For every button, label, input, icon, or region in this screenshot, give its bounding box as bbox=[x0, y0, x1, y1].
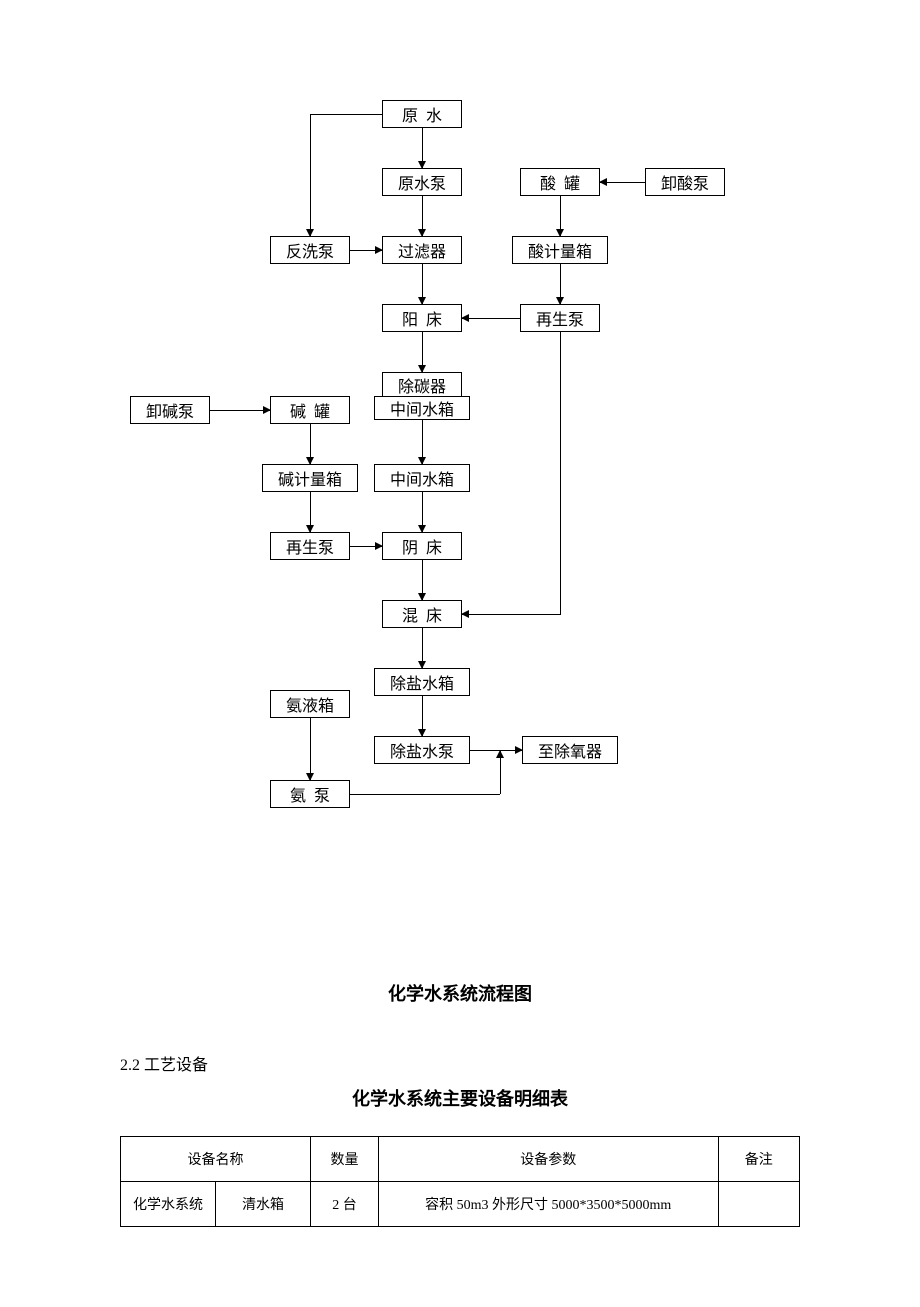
edge bbox=[470, 750, 522, 751]
node-ammonia-tank: 氨液箱 bbox=[270, 690, 350, 718]
node-anion: 阴 床 bbox=[382, 532, 462, 560]
node-desalt-pump: 除盐水泵 bbox=[374, 736, 470, 764]
node-alkali-unload: 卸碱泵 bbox=[130, 396, 210, 424]
edge bbox=[422, 196, 423, 236]
col-params: 设备参数 bbox=[378, 1137, 718, 1182]
node-raw-pump: 原水泵 bbox=[382, 168, 462, 196]
edge bbox=[350, 250, 382, 251]
edge bbox=[310, 114, 311, 236]
node-acid-tank: 酸 罐 bbox=[520, 168, 600, 196]
node-acid-unload: 卸酸泵 bbox=[645, 168, 725, 196]
edge bbox=[422, 332, 423, 372]
cell-qty: 2 台 bbox=[311, 1182, 379, 1227]
node-mid-tank1: 中间水箱 bbox=[374, 396, 470, 420]
col-qty: 数量 bbox=[311, 1137, 379, 1182]
edge bbox=[500, 751, 501, 794]
node-cation: 阳 床 bbox=[382, 304, 462, 332]
node-decarb: 除碳器 bbox=[382, 372, 462, 396]
node-raw-water: 原 水 bbox=[382, 100, 462, 128]
edge bbox=[422, 420, 423, 464]
table-title: 化学水系统主要设备明细表 bbox=[120, 1085, 800, 1111]
table-header-row: 设备名称 数量 设备参数 备注 bbox=[121, 1137, 800, 1182]
node-deaerator: 至除氧器 bbox=[522, 736, 618, 764]
edge bbox=[350, 794, 500, 795]
edge bbox=[422, 560, 423, 600]
cell-note bbox=[718, 1182, 800, 1227]
col-note: 备注 bbox=[718, 1137, 800, 1182]
node-mixed: 混 床 bbox=[382, 600, 462, 628]
node-regen1: 再生泵 bbox=[520, 304, 600, 332]
edge bbox=[210, 410, 270, 411]
node-filter: 过滤器 bbox=[382, 236, 462, 264]
node-mid-tank2: 中间水箱 bbox=[374, 464, 470, 492]
edge bbox=[350, 546, 382, 547]
table-row: 化学水系统 清水箱 2 台 容积 50m3 外形尺寸 5000*3500*500… bbox=[121, 1182, 800, 1227]
edge bbox=[600, 182, 645, 183]
edge bbox=[560, 264, 561, 304]
node-alkali-meter: 碱计量箱 bbox=[262, 464, 358, 492]
flowchart-caption: 化学水系统流程图 bbox=[120, 980, 800, 1006]
cell-params: 容积 50m3 外形尺寸 5000*3500*5000mm bbox=[378, 1182, 718, 1227]
edge bbox=[422, 264, 423, 304]
equipment-table: 设备名称 数量 设备参数 备注 化学水系统 清水箱 2 台 容积 50m3 外形… bbox=[120, 1136, 800, 1227]
cell-sub: 清水箱 bbox=[216, 1182, 311, 1227]
node-regen2: 再生泵 bbox=[270, 532, 350, 560]
edge bbox=[462, 318, 520, 319]
node-alkali-tank: 碱 罐 bbox=[270, 396, 350, 424]
node-desalt-tank: 除盐水箱 bbox=[374, 668, 470, 696]
section-heading: 2.2 工艺设备 bbox=[120, 1051, 800, 1075]
edge bbox=[462, 614, 561, 615]
edge bbox=[422, 628, 423, 668]
edge bbox=[310, 492, 311, 532]
edge bbox=[422, 128, 423, 168]
edge bbox=[310, 718, 311, 780]
node-acid-meter: 酸计量箱 bbox=[512, 236, 608, 264]
node-ammonia-pump: 氨 泵 bbox=[270, 780, 350, 808]
edge bbox=[422, 492, 423, 532]
edge bbox=[422, 696, 423, 736]
col-name: 设备名称 bbox=[121, 1137, 311, 1182]
cell-group: 化学水系统 bbox=[121, 1182, 216, 1227]
edge bbox=[310, 114, 382, 115]
edge bbox=[310, 424, 311, 464]
flowchart: 原 水 原水泵 酸 罐 卸酸泵 反洗泵 过滤器 酸计量箱 阳 床 再生泵 除碳器… bbox=[120, 100, 800, 940]
node-backwash: 反洗泵 bbox=[270, 236, 350, 264]
edge bbox=[560, 332, 561, 614]
edge bbox=[560, 196, 561, 236]
